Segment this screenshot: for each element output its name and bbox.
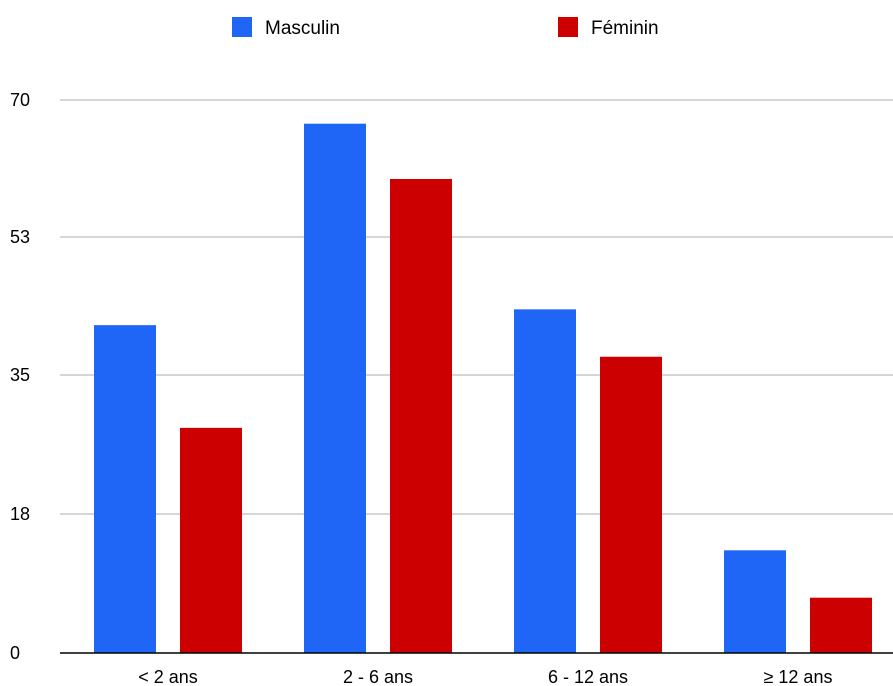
bar-féminin-0	[180, 427, 242, 653]
legend-label-masculin: Masculin	[265, 18, 340, 39]
legend: Masculin Féminin	[232, 17, 659, 39]
x-tick-label-1: 2 - 6 ans	[343, 667, 413, 686]
bar-masculin-3	[724, 550, 786, 653]
y-tick-label-3: 53	[10, 227, 30, 247]
y-tick-label-2: 35	[10, 365, 30, 385]
legend-swatch-masculin	[232, 17, 252, 37]
bars	[94, 123, 872, 653]
y-tick-label-1: 18	[10, 504, 30, 524]
gridlines	[60, 99, 893, 515]
x-tick-label-0: < 2 ans	[138, 667, 198, 686]
bar-masculin-2	[514, 309, 576, 653]
x-tick-label-2: 6 - 12 ans	[548, 667, 628, 686]
x-axis-tick-labels: < 2 ans 2 - 6 ans 6 - 12 ans ≥ 12 ans	[138, 667, 832, 686]
x-tick-label-3: ≥ 12 ans	[764, 667, 833, 686]
bar-masculin-1	[304, 123, 366, 653]
bar-féminin-1	[390, 179, 452, 653]
y-axis-tick-labels: 0 18 35 53 70	[10, 90, 30, 663]
legend-label-féminin: Féminin	[591, 18, 659, 39]
y-tick-label-4: 70	[10, 90, 30, 110]
bar-féminin-3	[810, 597, 872, 653]
bar-masculin-0	[94, 325, 156, 653]
bar-féminin-2	[600, 356, 662, 653]
legend-swatch-féminin	[558, 17, 578, 37]
y-tick-label-0: 0	[10, 643, 20, 663]
